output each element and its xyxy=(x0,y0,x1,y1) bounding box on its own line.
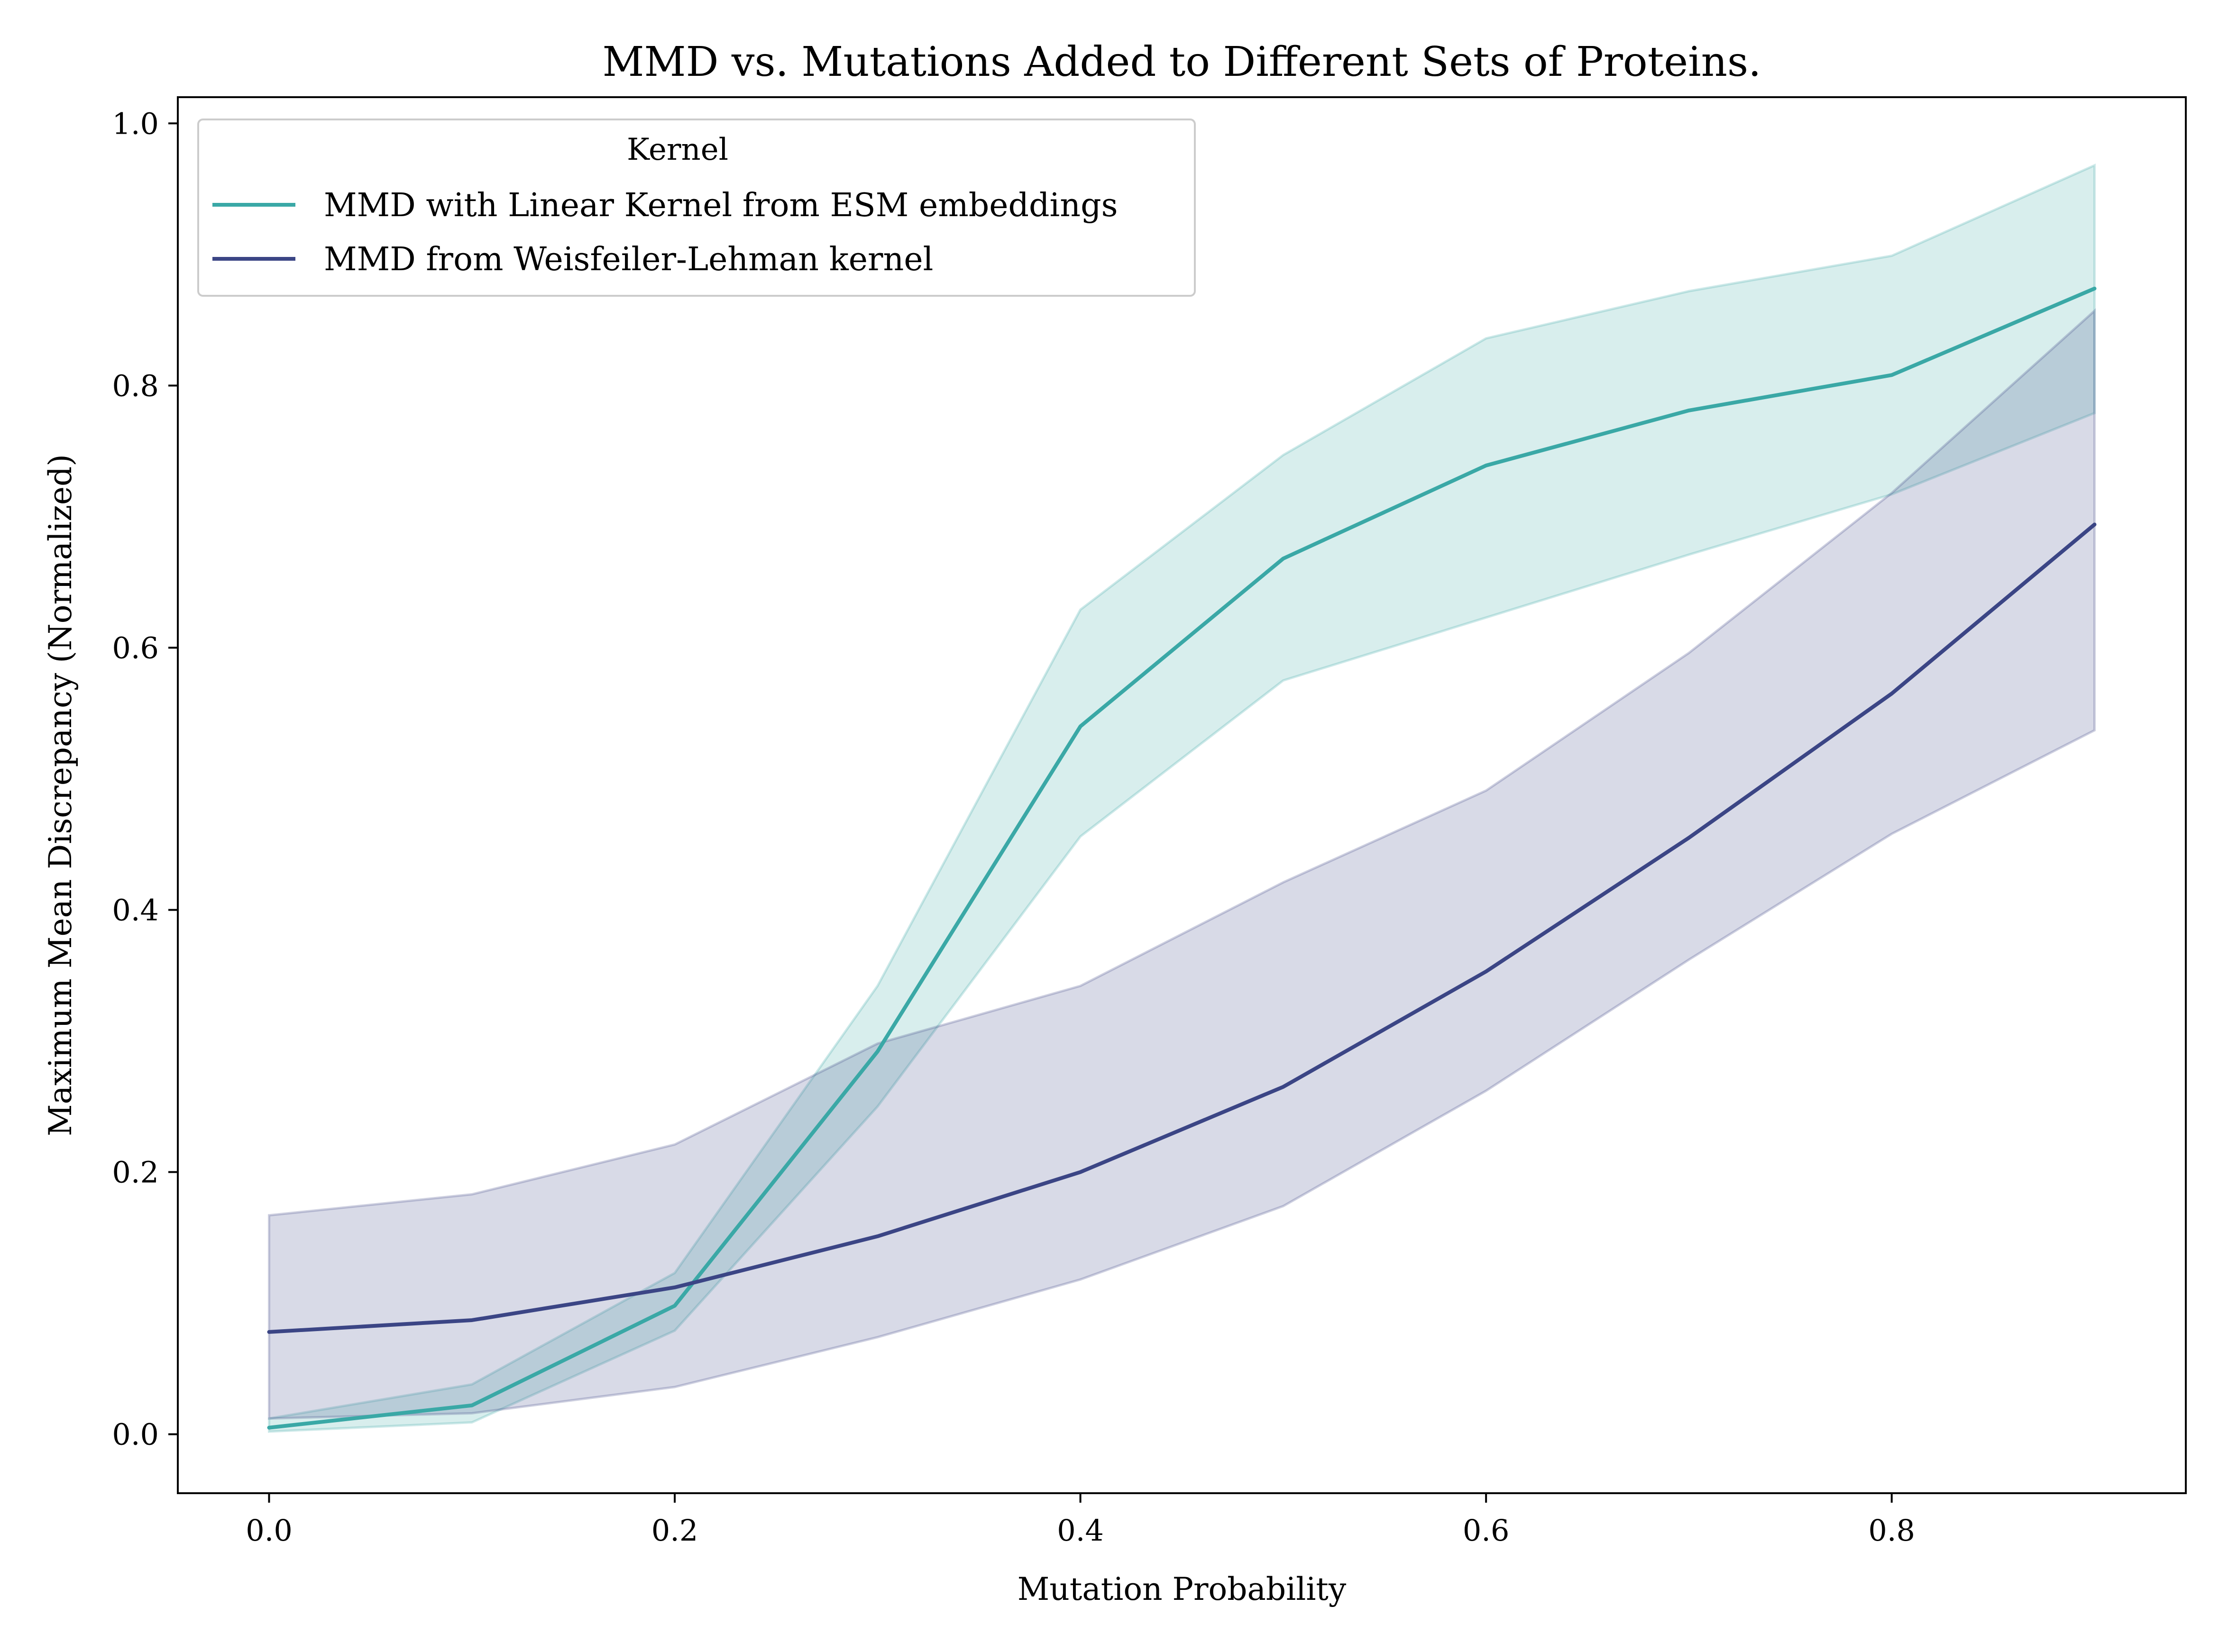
x-tick-label: 0.0 xyxy=(246,1513,293,1548)
series-line-1 xyxy=(267,286,2097,1430)
x-axis-label: Mutation Probability xyxy=(1018,1571,1347,1607)
confidence-band-1 xyxy=(268,163,2096,1433)
y-tick-label: 0.2 xyxy=(112,1155,159,1190)
series-line-2 xyxy=(267,522,2097,1334)
x-tick-label: 0.6 xyxy=(1463,1513,1510,1548)
x-tick-label: 0.8 xyxy=(1868,1513,1915,1548)
legend-label-2: MMD from Weisfeiler-Lehman kernel xyxy=(324,241,933,278)
y-axis-label: Maximum Mean Discrepancy (Normalized) xyxy=(42,454,79,1136)
x-axis-ticks: 0.0 0.2 0.4 0.6 0.8 xyxy=(246,1493,1915,1548)
x-tick-label: 0.2 xyxy=(651,1513,698,1548)
confidence-bands xyxy=(268,163,2096,1433)
plot-area-frame xyxy=(177,96,2187,1494)
y-tick-label: 0.4 xyxy=(112,893,159,927)
y-axis-ticks: 0.0 0.2 0.4 0.6 0.8 1.0 xyxy=(112,106,178,1452)
y-tick-label: 0.8 xyxy=(112,368,159,403)
legend-box xyxy=(197,119,1196,297)
y-tick-label: 0.6 xyxy=(112,630,159,665)
legend: Kernel MMD with Linear Kernel from ESM e… xyxy=(197,119,1196,297)
y-tick-label: 1.0 xyxy=(112,106,159,141)
confidence-band-2 xyxy=(268,308,2096,1420)
chart-title: MMD vs. Mutations Added to Different Set… xyxy=(602,38,1761,86)
legend-title: Kernel xyxy=(627,132,728,167)
series-lines xyxy=(267,286,2097,1430)
y-tick-label: 0.0 xyxy=(112,1417,159,1452)
x-tick-label: 0.4 xyxy=(1057,1513,1104,1548)
legend-label-1: MMD with Linear Kernel from ESM embeddin… xyxy=(324,187,1118,224)
legend-entries: MMD with Linear Kernel from ESM embeddin… xyxy=(212,187,1118,278)
